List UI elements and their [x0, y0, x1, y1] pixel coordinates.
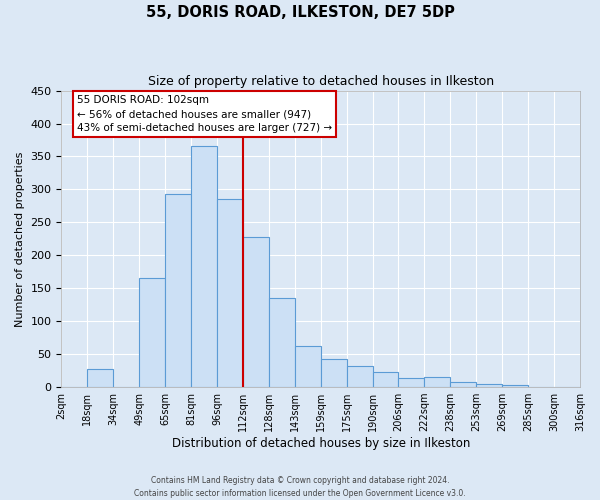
Bar — [398, 378, 424, 387]
Bar — [373, 372, 398, 387]
Bar — [502, 385, 528, 387]
Bar — [476, 384, 502, 387]
Text: 55, DORIS ROAD, ILKESTON, DE7 5DP: 55, DORIS ROAD, ILKESTON, DE7 5DP — [146, 5, 454, 20]
Text: Contains HM Land Registry data © Crown copyright and database right 2024.
Contai: Contains HM Land Registry data © Crown c… — [134, 476, 466, 498]
Bar — [451, 382, 476, 387]
Y-axis label: Number of detached properties: Number of detached properties — [15, 151, 25, 326]
Bar — [424, 377, 451, 387]
Bar — [88, 370, 113, 387]
Bar — [217, 200, 243, 387]
X-axis label: Distribution of detached houses by size in Ilkeston: Distribution of detached houses by size … — [172, 437, 470, 450]
Bar — [165, 194, 191, 387]
Bar — [139, 278, 165, 387]
Bar — [243, 237, 269, 387]
Bar — [347, 366, 373, 387]
Bar — [191, 146, 217, 387]
Bar — [269, 298, 295, 387]
Bar — [321, 358, 347, 387]
Title: Size of property relative to detached houses in Ilkeston: Size of property relative to detached ho… — [148, 75, 494, 88]
Bar — [295, 346, 321, 387]
Text: 55 DORIS ROAD: 102sqm
← 56% of detached houses are smaller (947)
43% of semi-det: 55 DORIS ROAD: 102sqm ← 56% of detached … — [77, 95, 332, 133]
